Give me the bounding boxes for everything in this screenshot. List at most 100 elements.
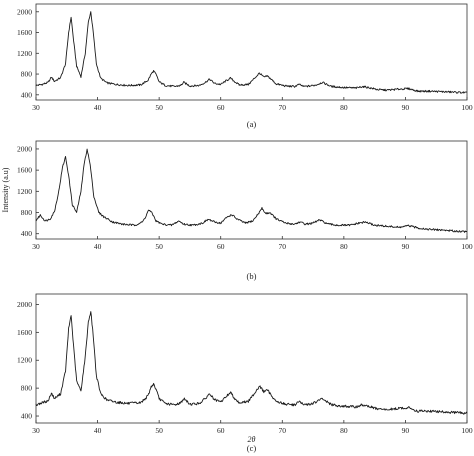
data-point [263,77,264,78]
data-point [68,328,69,329]
data-point [365,222,366,223]
data-point [271,79,272,80]
data-point [48,400,49,401]
data-point [313,223,314,224]
panel-label: (a) [247,119,257,129]
data-point [467,413,468,414]
data-point [362,86,363,87]
data-point [276,218,277,219]
data-point [310,86,311,87]
data-point [106,82,107,83]
plot-frame [35,293,468,424]
data-point [148,80,149,81]
data-point [362,404,363,405]
data-point [68,175,69,176]
data-point [262,208,263,209]
panel-label: (b) [247,271,257,281]
data-point [199,403,200,404]
data-point [140,85,141,86]
data-point [234,397,235,398]
data-point [96,375,97,376]
data-point [267,76,268,77]
data-point [267,390,268,391]
x-tick-label: 70 [279,103,287,112]
data-point [65,156,66,157]
data-point [399,227,400,228]
data-point [430,91,431,92]
data-point [322,82,323,83]
data-point [88,22,89,23]
x-tick-label: 40 [94,242,102,251]
data-point [93,335,94,336]
data-point [68,32,69,33]
data-point [199,85,200,86]
data-point [454,412,455,413]
data-point [399,408,400,409]
data-point [303,86,304,87]
data-point [263,391,264,392]
data-point [178,221,179,222]
data-point [356,88,357,89]
data-point [442,91,443,92]
data-point [299,222,300,223]
data-point [231,214,232,215]
data-point [303,404,304,405]
data-point [226,217,227,218]
x-tick-label: 70 [279,242,287,251]
data-point [377,409,378,410]
data-point [65,63,66,64]
xrd-series-line [35,148,468,233]
data-point [331,86,332,87]
data-point [430,229,431,230]
data-point [239,85,240,86]
data-point [152,213,153,214]
data-point [65,370,66,371]
data-point [156,74,157,75]
data-point [180,85,181,86]
data-point [236,218,237,219]
x-tick-label: 30 [32,426,40,435]
data-point [165,85,166,86]
data-point [100,393,101,394]
data-point [113,222,114,223]
x-tick-label: 80 [340,103,348,112]
data-point [245,223,246,224]
data-point [387,409,388,410]
y-tick-label: 800 [21,384,33,393]
data-point [454,231,455,232]
data-point [134,225,135,226]
data-point [319,220,320,221]
data-point [248,84,249,85]
data-point [76,66,77,67]
data-point [205,398,206,399]
data-point [45,221,46,222]
x-tick-label: 90 [402,242,410,251]
data-point [76,381,77,382]
data-point [294,86,295,87]
plot-frame [35,140,468,240]
x-tick-label: 90 [402,426,410,435]
data-point [417,227,418,228]
data-point [399,89,400,90]
data-point [159,398,160,399]
data-point [343,87,344,88]
data-point [467,92,468,93]
data-point [54,211,55,212]
data-point [316,402,317,403]
data-point [54,81,55,82]
xrd-series-line [35,11,468,94]
data-point [71,17,72,18]
data-point [51,77,52,78]
data-point [316,85,317,86]
y-tick-label: 1600 [17,328,32,337]
data-point [122,224,123,225]
x-tick-label: 100 [461,242,473,251]
data-point [374,225,375,226]
data-point [162,224,163,225]
data-point [359,223,360,224]
x-tick-label: 60 [217,103,225,112]
data-point [299,84,300,85]
data-point [467,231,468,232]
y-tick-label: 2000 [17,144,32,153]
y-tick-label: 2000 [17,7,32,16]
